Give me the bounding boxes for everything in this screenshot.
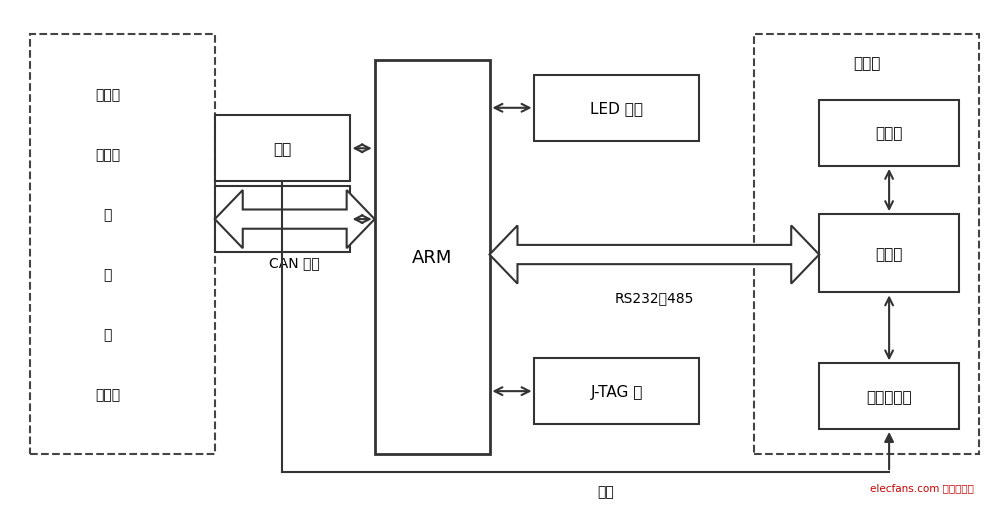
Text: 表头１: 表头１ — [95, 88, 120, 102]
Polygon shape — [215, 190, 375, 249]
Bar — [819, 364, 959, 429]
Text: 对时: 对时 — [597, 484, 614, 498]
Text: ．: ． — [104, 328, 112, 342]
Bar — [819, 215, 959, 293]
Text: 手持抄表器: 手持抄表器 — [866, 389, 912, 404]
Text: ARM: ARM — [412, 248, 453, 267]
Text: elecfans.com 电子发烧友: elecfans.com 电子发烧友 — [870, 482, 974, 492]
Bar — [30, 35, 215, 455]
Polygon shape — [490, 226, 819, 284]
Bar — [534, 76, 699, 141]
Text: ．: ． — [104, 268, 112, 282]
Bar — [215, 187, 350, 252]
Text: 通讯器: 通讯器 — [875, 246, 903, 261]
Bar — [534, 359, 699, 424]
Text: 时钟: 时钟 — [273, 141, 292, 157]
Text: 表头２: 表头２ — [95, 148, 120, 162]
Text: J-TAG 口: J-TAG 口 — [590, 384, 643, 399]
Text: Flash: Flash — [262, 212, 303, 227]
Bar — [819, 101, 959, 167]
Text: RS232、485: RS232、485 — [614, 291, 694, 305]
Text: 表头ｎ: 表头ｎ — [95, 388, 120, 401]
Text: 计算机: 计算机 — [875, 126, 903, 141]
Text: 上位机: 上位机 — [853, 56, 880, 71]
Text: LED 显示: LED 显示 — [590, 101, 643, 116]
Text: CAN 总线: CAN 总线 — [270, 256, 320, 270]
Bar — [215, 116, 350, 182]
Text: ．: ． — [104, 208, 112, 222]
Bar — [754, 35, 979, 455]
Bar — [375, 61, 490, 454]
